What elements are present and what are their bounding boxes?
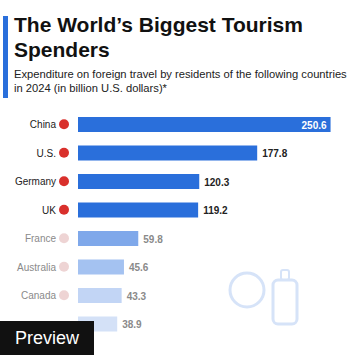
svg-text:250.6: 250.6 (302, 120, 327, 131)
svg-text:119.2: 119.2 (203, 205, 228, 216)
svg-text:Germany: Germany (15, 176, 56, 187)
svg-text:45.6: 45.6 (129, 262, 149, 273)
svg-text:177.8: 177.8 (262, 148, 287, 159)
svg-text:Australia: Australia (17, 262, 56, 273)
svg-text:France: France (25, 233, 57, 244)
svg-text:43.3: 43.3 (127, 291, 147, 302)
svg-text:China: China (30, 119, 57, 130)
html-text:Expenditure on foreign travel: Expenditure on foreign travel by residen… (14, 68, 347, 94)
svg-text:59.8: 59.8 (143, 234, 163, 245)
svg-text:UK: UK (42, 205, 56, 216)
html-text:Preview: Preview (15, 328, 79, 348)
svg-text:Canada: Canada (21, 290, 56, 301)
svg-text:120.3: 120.3 (204, 177, 229, 188)
svg-text:38.9: 38.9 (122, 319, 142, 330)
html-text:The World’s Biggest Tourism Sp: The World’s Biggest Tourism Spenders (14, 13, 303, 61)
svg-text:U.S.: U.S. (37, 148, 56, 159)
